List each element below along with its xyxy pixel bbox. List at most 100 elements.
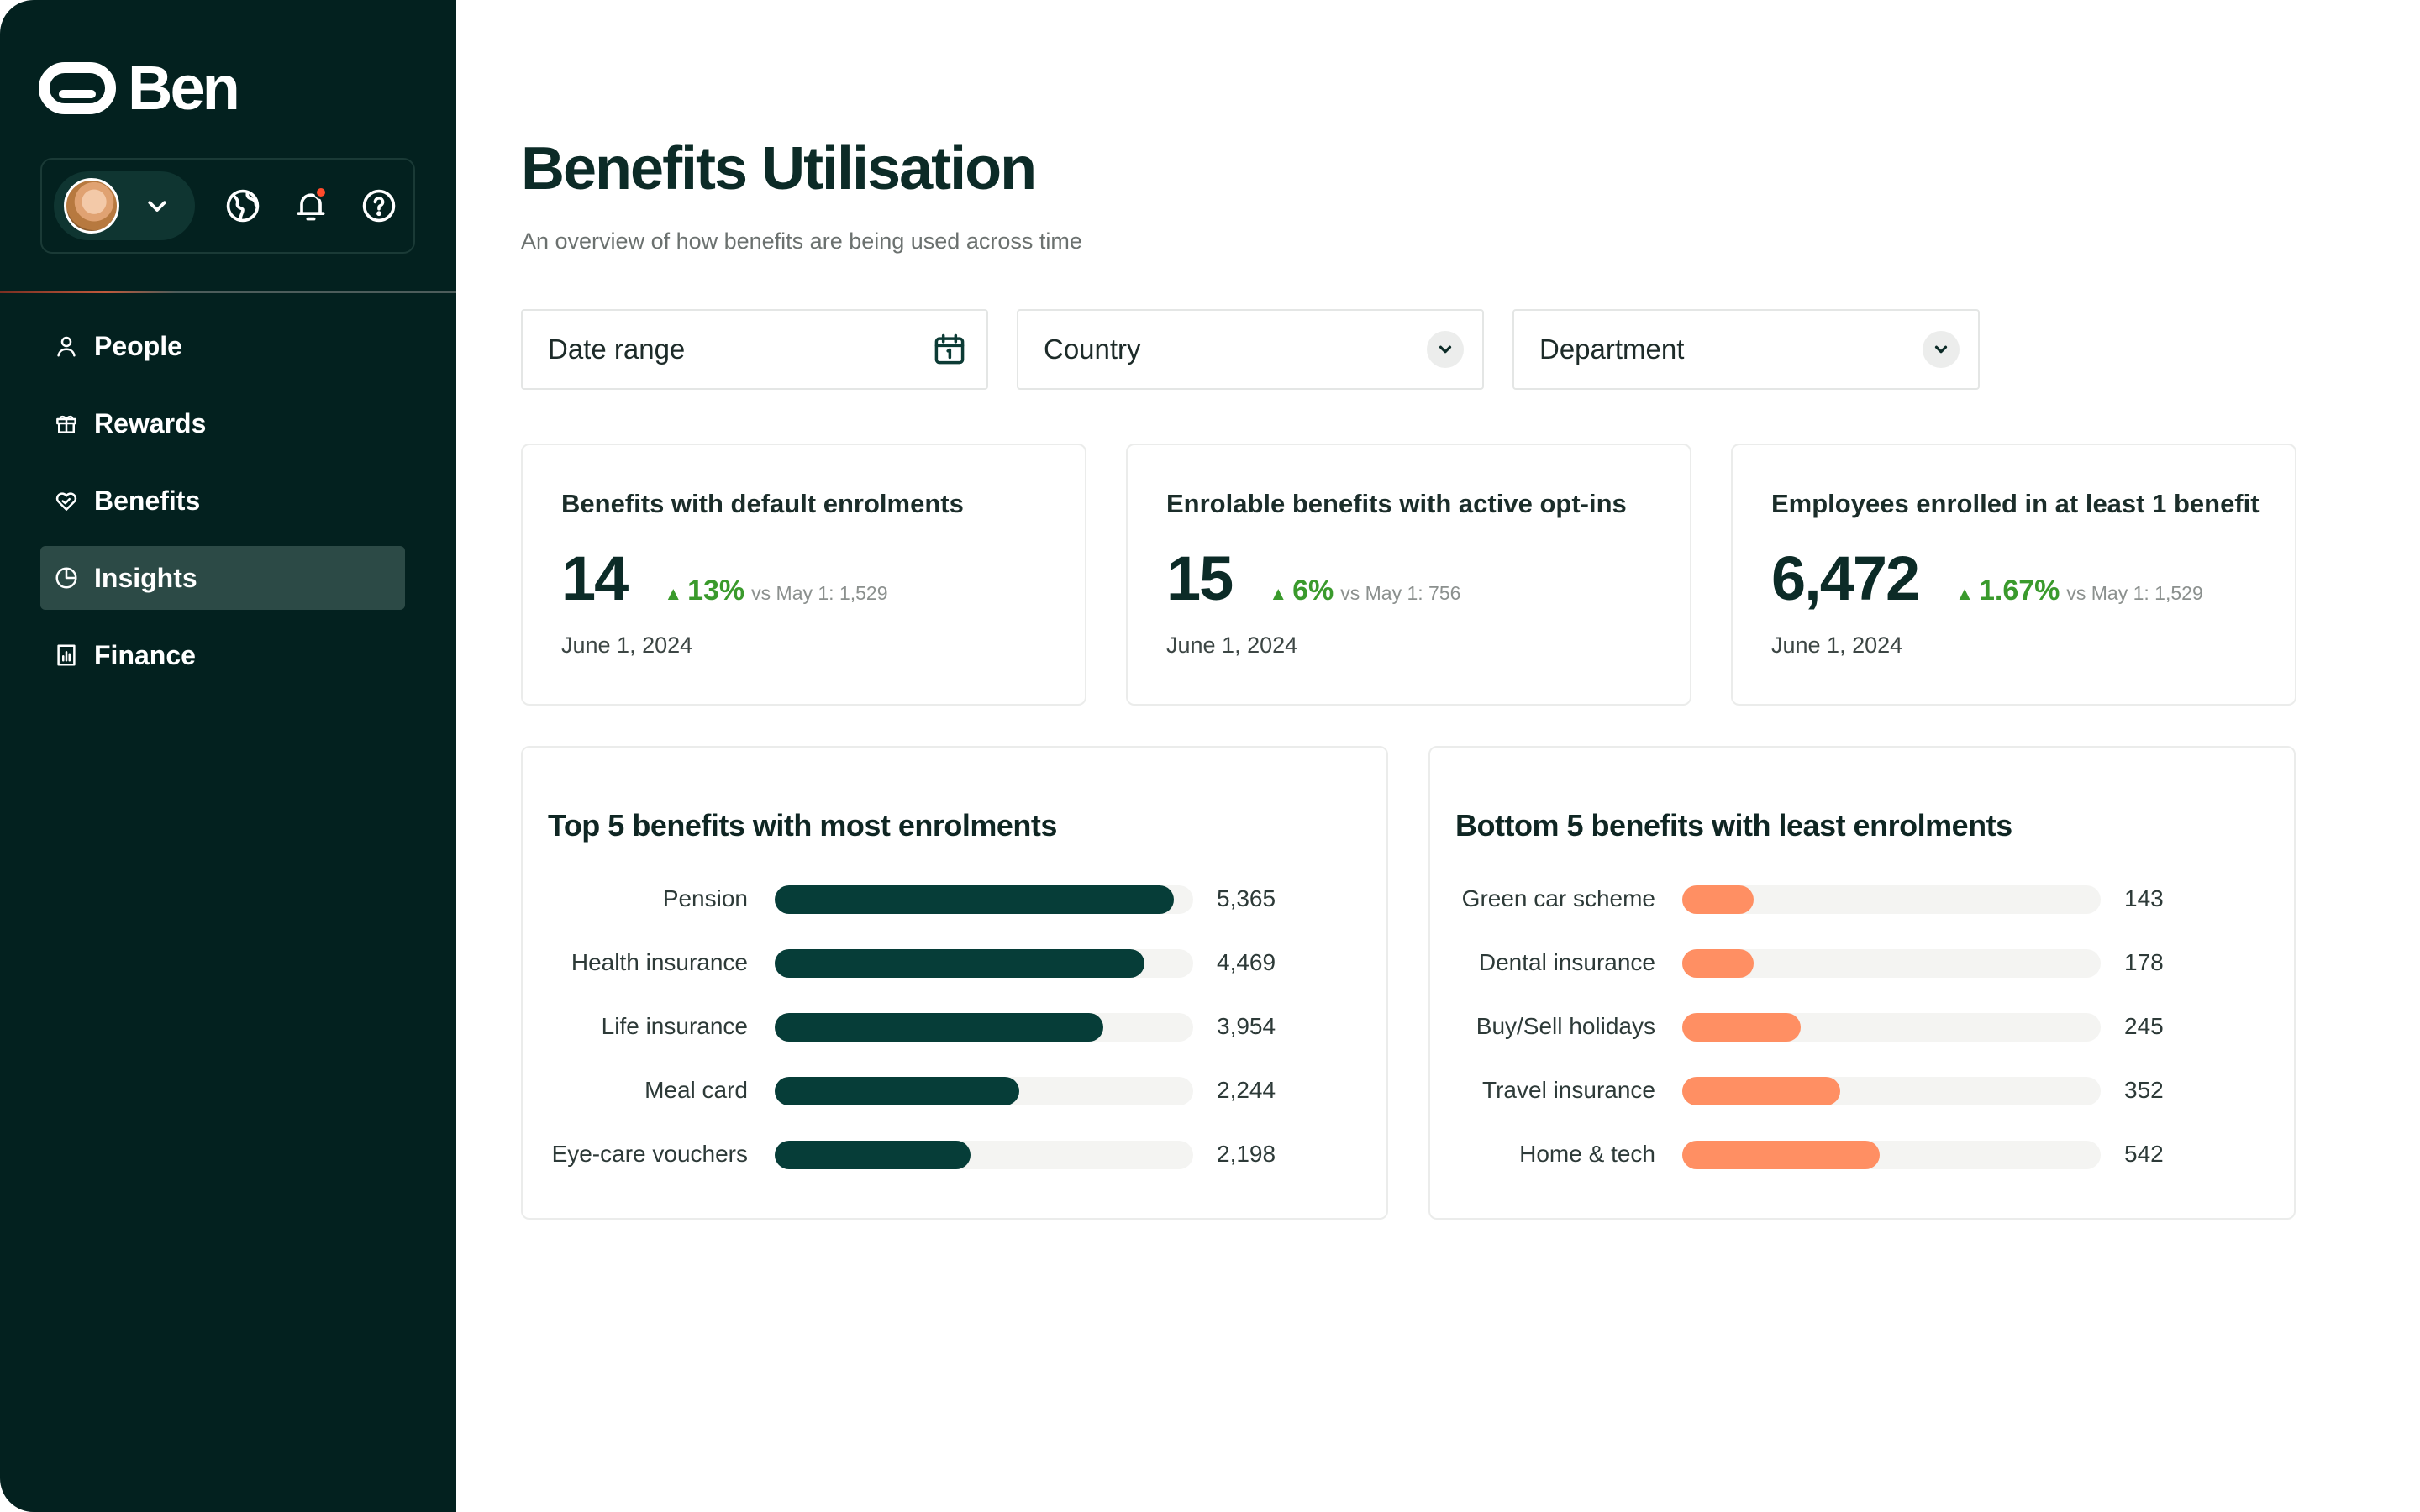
bar-value-label: 4,469 <box>1217 949 1276 975</box>
sidebar-item-rewards[interactable]: Rewards <box>40 391 405 455</box>
stat-delta: ▲ 13% vs May 1: 1,529 <box>664 575 887 607</box>
globe-icon[interactable] <box>223 186 263 226</box>
sidebar-divider <box>0 291 456 293</box>
date-range-label: Date range <box>548 333 686 365</box>
bar-value-label: 178 <box>2124 949 2164 975</box>
avatar <box>64 178 119 234</box>
bar <box>775 1141 971 1169</box>
stat-delta: ▲ 6% vs May 1: 756 <box>1269 575 1460 607</box>
bar-row: Buy/Sell holidays 245 <box>1430 1010 2294 1043</box>
bar-track <box>775 1013 1193 1042</box>
stat-value: 15 <box>1166 543 1234 613</box>
sidebar-item-insights[interactable]: Insights <box>40 546 405 610</box>
sidebar-nav: People Rewards Benefits Insights Finance <box>40 314 405 701</box>
bar-value-label: 2,244 <box>1217 1077 1276 1103</box>
bar-row: Green car scheme 143 <box>1430 882 2294 916</box>
bar-track <box>1682 885 2101 914</box>
heart-hand-icon <box>55 492 77 511</box>
user-menu-button[interactable] <box>54 171 195 240</box>
bar-label: Life insurance <box>601 1013 748 1039</box>
bar-value-label: 143 <box>2124 885 2164 911</box>
bell-icon[interactable] <box>291 186 331 226</box>
stat-value: 14 <box>561 543 629 613</box>
help-icon[interactable] <box>359 186 399 226</box>
bar-row: Eye-care vouchers 2,198 <box>523 1137 1386 1171</box>
bar <box>775 885 1174 914</box>
chevron-down-icon <box>1923 331 1960 368</box>
stat-card-default-enrolments: Benefits with default enrolments 14 ▲ 13… <box>521 444 1086 706</box>
bar-label: Travel insurance <box>1482 1077 1655 1103</box>
stat-value: 6,472 <box>1771 543 1920 613</box>
bar-value-label: 245 <box>2124 1013 2164 1039</box>
stat-title: Benefits with default enrolments <box>561 489 964 518</box>
triangle-up-icon: ▲ <box>1269 583 1288 604</box>
date-range-filter[interactable]: Date range <box>521 309 988 390</box>
bar-value-label: 2,198 <box>1217 1141 1276 1167</box>
bar-track <box>1682 1013 2101 1042</box>
bar-label: Meal card <box>644 1077 748 1103</box>
sidebar-item-label: Insights <box>94 562 197 593</box>
stat-date: June 1, 2024 <box>1771 633 1903 658</box>
triangle-up-icon: ▲ <box>1955 583 1974 604</box>
bar-row: Meal card 2,244 <box>523 1074 1386 1107</box>
sidebar-item-label: Benefits <box>94 485 201 516</box>
chevron-down-icon <box>148 201 166 212</box>
country-filter[interactable]: Country <box>1017 309 1484 390</box>
sidebar-item-people[interactable]: People <box>40 314 405 378</box>
page-title: Benefits Utilisation <box>521 135 1037 202</box>
bar-label: Green car scheme <box>1461 885 1655 911</box>
country-filter-label: Country <box>1044 333 1141 365</box>
triangle-up-icon: ▲ <box>664 583 683 604</box>
bar <box>1682 885 1754 914</box>
bar <box>1682 1141 1880 1169</box>
sidebar-item-benefits[interactable]: Benefits <box>40 469 405 533</box>
stat-card-active-opt-ins: Enrolable benefits with active opt-ins 1… <box>1126 444 1691 706</box>
bar-label: Home & tech <box>1519 1141 1655 1167</box>
department-filter[interactable]: Department <box>1512 309 1980 390</box>
sidebar-item-finance[interactable]: Finance <box>40 623 405 687</box>
bar-track <box>1682 1141 2101 1169</box>
bar <box>775 949 1144 978</box>
stat-delta-value: 6% <box>1292 575 1334 606</box>
gift-icon <box>56 415 76 433</box>
bar <box>1682 949 1754 978</box>
stat-date: June 1, 2024 <box>561 633 693 658</box>
bar-label: Buy/Sell holidays <box>1476 1013 1655 1039</box>
bar-value-label: 5,365 <box>1217 885 1276 911</box>
bar-row: Travel insurance 352 <box>1430 1074 2294 1107</box>
logo-mark-icon <box>39 62 116 114</box>
chart-title: Bottom 5 benefits with least enrolments <box>1455 808 2012 843</box>
bar-track <box>775 1077 1193 1105</box>
bar-label: Dental insurance <box>1478 949 1655 975</box>
sidebar-item-label: People <box>94 330 182 361</box>
stat-delta-value: 1.67% <box>1978 575 2060 606</box>
stat-delta: ▲ 1.67% vs May 1: 1,529 <box>1955 575 2203 607</box>
sidebar-item-label: Rewards <box>94 407 207 438</box>
bar <box>1682 1077 1840 1105</box>
person-icon <box>57 336 76 357</box>
bar-track <box>775 1141 1193 1169</box>
notification-dot <box>314 186 328 199</box>
bar-value-label: 542 <box>2124 1141 2164 1167</box>
bar-track <box>775 949 1193 978</box>
bar-track <box>1682 1077 2101 1105</box>
bar-label: Health insurance <box>571 949 748 975</box>
stat-title: Employees enrolled in at least 1 benefit <box>1771 489 2260 518</box>
stat-date: June 1, 2024 <box>1166 633 1298 658</box>
logo[interactable]: Ben <box>39 57 240 119</box>
chevron-down-icon <box>1427 331 1464 368</box>
chart-title: Top 5 benefits with most enrolments <box>548 808 1057 843</box>
bar-track <box>775 885 1193 914</box>
bar-track <box>1682 949 2101 978</box>
stat-comparison: vs May 1: 1,529 <box>751 582 888 604</box>
bar-row: Dental insurance 178 <box>1430 946 2294 979</box>
stat-comparison: vs May 1: 1,529 <box>2066 582 2203 604</box>
bar-row: Pension 5,365 <box>523 882 1386 916</box>
bar-label: Eye-care vouchers <box>551 1141 748 1167</box>
bar <box>1682 1013 1801 1042</box>
stat-delta-value: 13% <box>687 575 745 606</box>
department-filter-label: Department <box>1539 333 1685 365</box>
bar-value-label: 3,954 <box>1217 1013 1276 1039</box>
bar-row: Health insurance 4,469 <box>523 946 1386 979</box>
bar <box>775 1013 1103 1042</box>
